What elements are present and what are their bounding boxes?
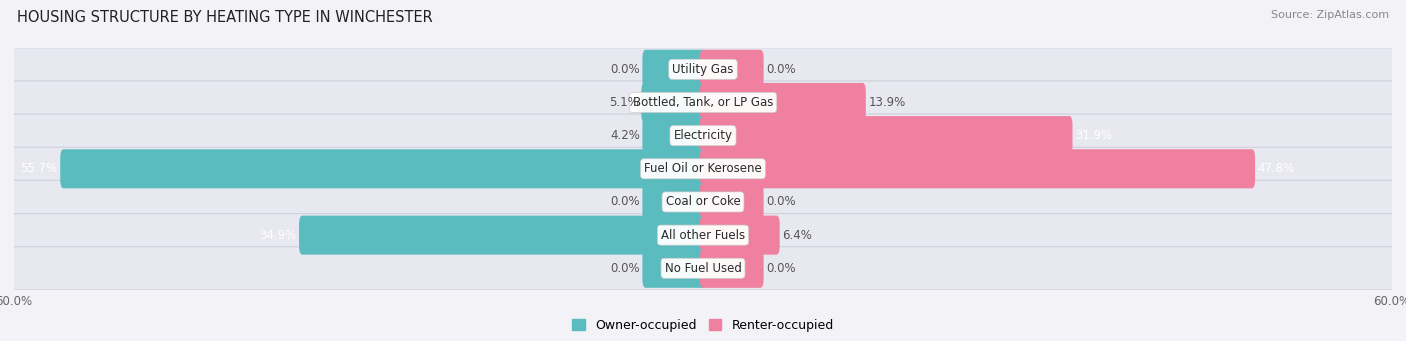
FancyBboxPatch shape [643, 182, 706, 222]
FancyBboxPatch shape [643, 249, 706, 288]
FancyBboxPatch shape [700, 216, 780, 255]
FancyBboxPatch shape [1, 247, 1405, 290]
Text: No Fuel Used: No Fuel Used [665, 262, 741, 275]
Text: All other Fuels: All other Fuels [661, 228, 745, 242]
Text: 0.0%: 0.0% [766, 63, 796, 76]
FancyBboxPatch shape [643, 50, 706, 89]
Text: 0.0%: 0.0% [610, 63, 640, 76]
FancyBboxPatch shape [700, 249, 763, 288]
FancyBboxPatch shape [700, 116, 1073, 155]
Text: 13.9%: 13.9% [869, 96, 905, 109]
FancyBboxPatch shape [1, 114, 1405, 157]
Text: 0.0%: 0.0% [610, 195, 640, 208]
FancyBboxPatch shape [1, 147, 1405, 190]
Text: 55.7%: 55.7% [21, 162, 58, 175]
FancyBboxPatch shape [700, 83, 866, 122]
FancyBboxPatch shape [643, 116, 706, 155]
FancyBboxPatch shape [700, 149, 1256, 188]
FancyBboxPatch shape [700, 182, 763, 222]
Text: 47.8%: 47.8% [1257, 162, 1295, 175]
FancyBboxPatch shape [1, 81, 1405, 124]
Text: 4.2%: 4.2% [610, 129, 640, 142]
Text: 34.9%: 34.9% [259, 228, 297, 242]
Text: Utility Gas: Utility Gas [672, 63, 734, 76]
FancyBboxPatch shape [60, 149, 706, 188]
Text: 0.0%: 0.0% [766, 195, 796, 208]
Text: 6.4%: 6.4% [782, 228, 813, 242]
FancyBboxPatch shape [1, 48, 1405, 91]
Text: 31.9%: 31.9% [1076, 129, 1112, 142]
Text: Source: ZipAtlas.com: Source: ZipAtlas.com [1271, 10, 1389, 20]
FancyBboxPatch shape [641, 83, 706, 122]
Text: 0.0%: 0.0% [766, 262, 796, 275]
FancyBboxPatch shape [700, 50, 763, 89]
Text: 5.1%: 5.1% [609, 96, 638, 109]
Text: HOUSING STRUCTURE BY HEATING TYPE IN WINCHESTER: HOUSING STRUCTURE BY HEATING TYPE IN WIN… [17, 10, 433, 25]
FancyBboxPatch shape [1, 213, 1405, 257]
Text: Coal or Coke: Coal or Coke [665, 195, 741, 208]
FancyBboxPatch shape [1, 180, 1405, 223]
FancyBboxPatch shape [299, 216, 706, 255]
Text: Fuel Oil or Kerosene: Fuel Oil or Kerosene [644, 162, 762, 175]
Text: Electricity: Electricity [673, 129, 733, 142]
Text: 0.0%: 0.0% [610, 262, 640, 275]
Text: Bottled, Tank, or LP Gas: Bottled, Tank, or LP Gas [633, 96, 773, 109]
Legend: Owner-occupied, Renter-occupied: Owner-occupied, Renter-occupied [568, 314, 838, 337]
